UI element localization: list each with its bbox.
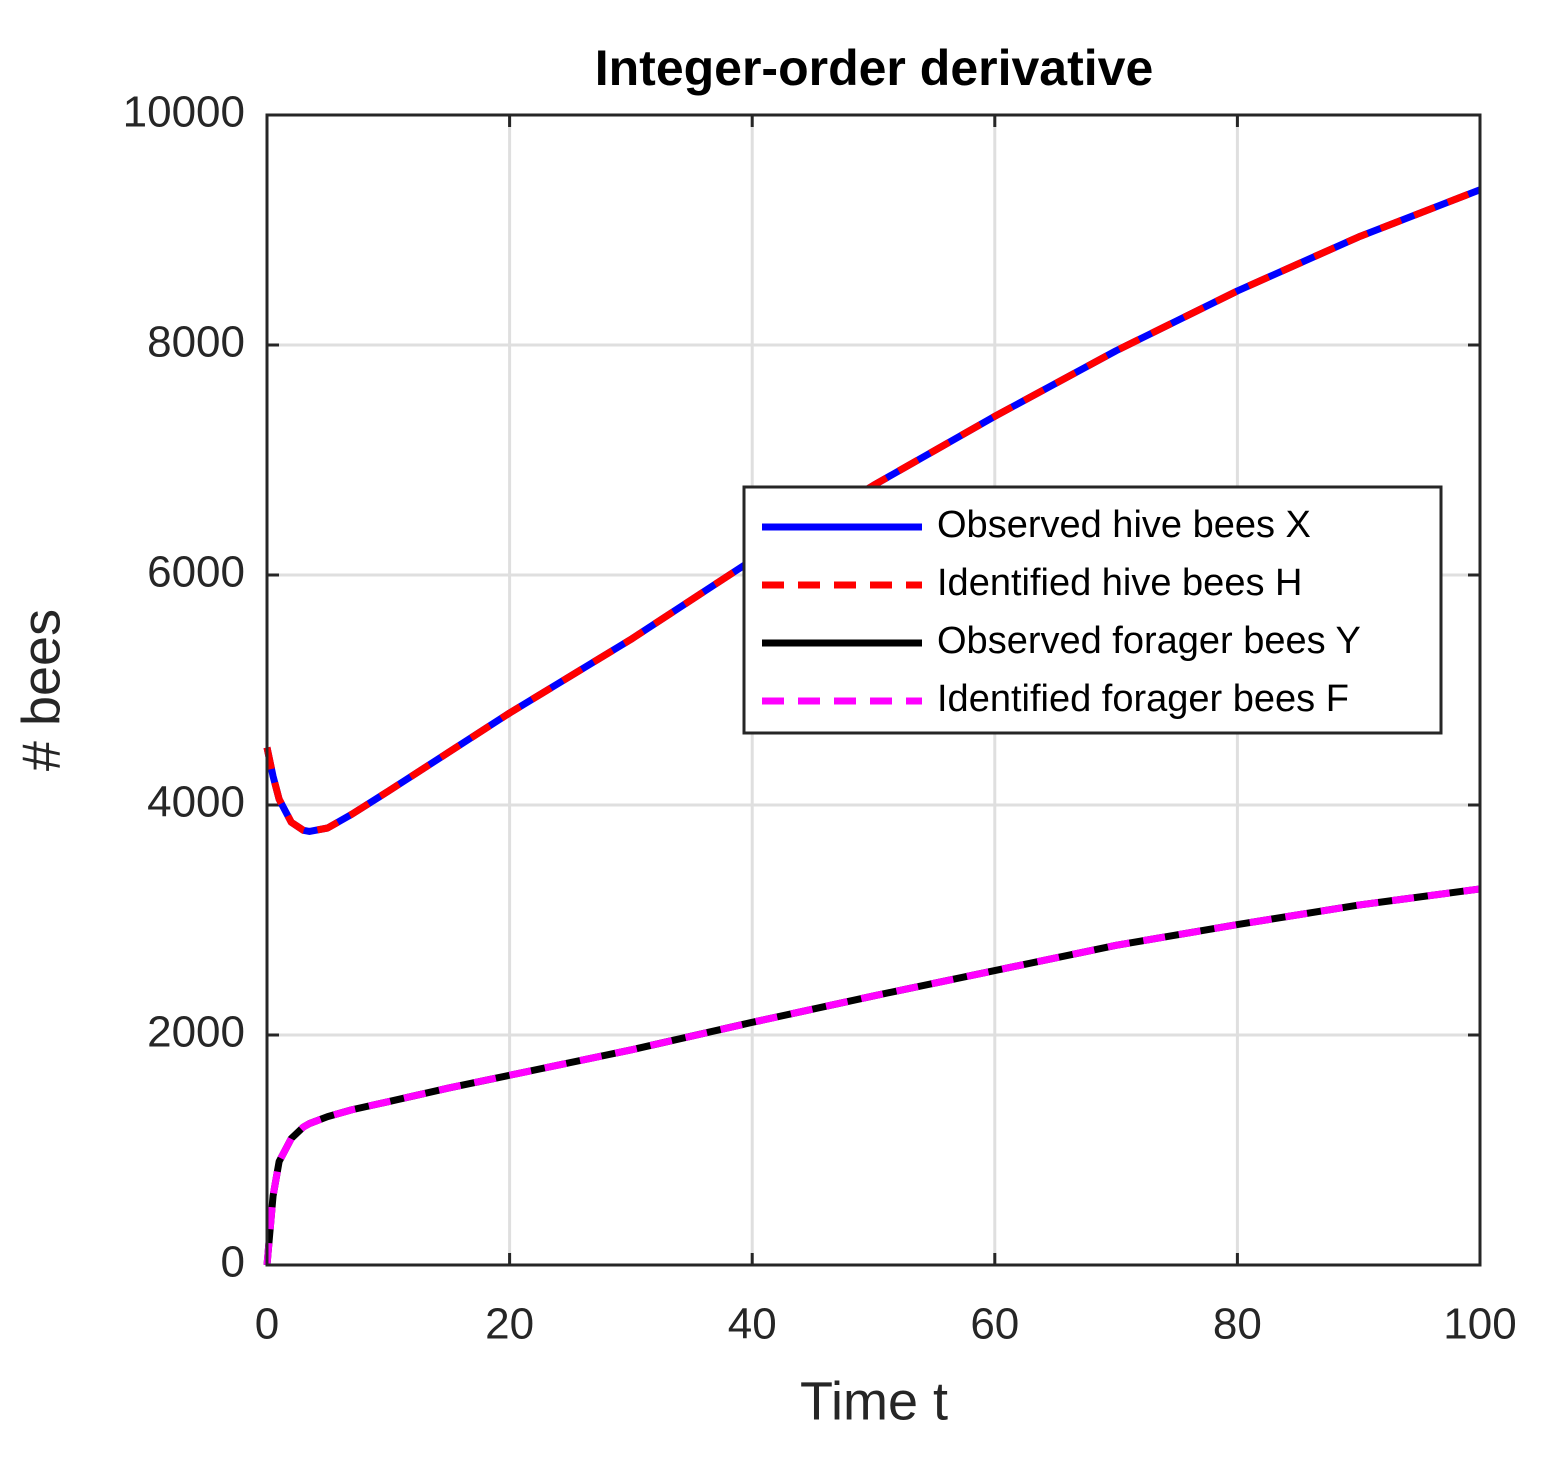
chart-title: Integer-order derivative <box>595 40 1154 96</box>
x-tick-label: 100 <box>1443 1300 1516 1349</box>
y-tick-label: 10000 <box>123 88 245 137</box>
legend-label: Observed forager bees Y <box>937 620 1361 662</box>
series-line <box>263 186 1482 835</box>
x-tick-label: 40 <box>728 1300 777 1349</box>
y-tick-label: 8000 <box>147 318 245 367</box>
legend-label: Identified forager bees F <box>937 678 1349 720</box>
y-tick-label: 0 <box>221 1238 245 1287</box>
y-axis-label: # bees <box>11 609 71 771</box>
axes-box <box>265 113 1482 1267</box>
legend-label: Observed hive bees X <box>937 504 1311 546</box>
x-tick-label: 60 <box>970 1300 1019 1349</box>
y-tick-label: 4000 <box>147 778 245 827</box>
y-tick-label: 6000 <box>147 548 245 597</box>
legend-label: Identified hive bees H <box>937 562 1302 604</box>
x-axis-label: Time t <box>800 1371 948 1431</box>
x-tick-label: 80 <box>1213 1300 1262 1349</box>
y-tick-label: 2000 <box>147 1008 245 1057</box>
x-tick-label: 0 <box>255 1300 279 1349</box>
legend: Observed hive bees X Identified hive bees… <box>742 485 1443 735</box>
series-line <box>263 885 1481 1266</box>
x-tick-label: 20 <box>485 1300 534 1349</box>
